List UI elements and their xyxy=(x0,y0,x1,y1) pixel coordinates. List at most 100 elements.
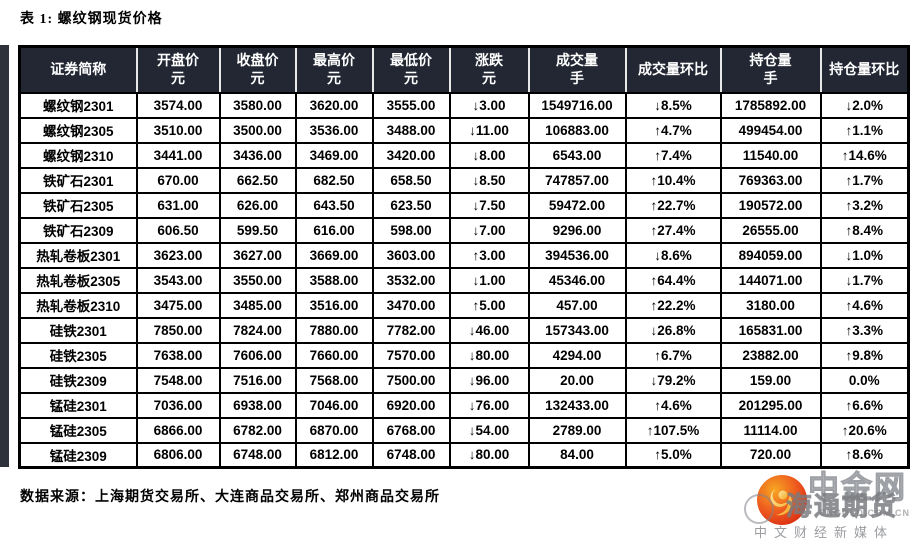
cell-volume-change: ↓8.6% xyxy=(624,241,722,269)
cell-open-interest: 165831.00 xyxy=(719,316,822,344)
table-row: 螺纹钢2305 3510.00 3500.00 3536.00 3488.00 ↓11.0… xyxy=(18,116,910,144)
cell-security-name: 锰硅2309 xyxy=(18,441,138,469)
cell-low: 6920.00 xyxy=(371,391,451,419)
table-row: 热轧卷板2310 3475.00 3485.00 3516.00 3470.00 ↑5.0… xyxy=(18,291,910,319)
data-source-note: 数据来源：上海期货交易所、大连商品交易所、郑州商品交易所 xyxy=(20,490,440,505)
cell-high: 3536.00 xyxy=(294,116,374,144)
cell-volume: 747857.00 xyxy=(527,166,627,194)
cell-oi-change: ↑20.6% xyxy=(819,416,910,444)
watermark-ring-icon xyxy=(744,494,774,524)
cell-volume-change: ↑22.7% xyxy=(624,191,722,219)
cell-low: 658.50 xyxy=(371,166,451,194)
cell-high: 7660.00 xyxy=(294,341,374,369)
cell-security-name: 螺纹钢2301 xyxy=(18,91,138,119)
cell-change: ↑3.00 xyxy=(448,241,530,269)
column-header-1: 开盘价元 xyxy=(135,45,221,94)
cell-close: 3485.00 xyxy=(218,291,297,319)
cell-open-interest: 26555.00 xyxy=(719,216,822,244)
cell-change: ↓46.00 xyxy=(448,316,530,344)
cell-security-name: 螺纹钢2310 xyxy=(18,141,138,169)
cell-oi-change: ↑9.8% xyxy=(819,341,910,369)
table-row: 硅铁2309 7548.00 7516.00 7568.00 7500.00 ↓96.00… xyxy=(18,366,910,394)
cell-low: 623.50 xyxy=(371,191,451,219)
cell-change: ↓3.00 xyxy=(448,91,530,119)
cell-security-name: 锰硅2301 xyxy=(18,391,138,419)
cell-open-interest: 720.00 xyxy=(719,441,822,469)
cell-volume: 106883.00 xyxy=(527,116,627,144)
cell-oi-change: ↑3.2% xyxy=(819,191,910,219)
cngold-logo: 中金网 CNGOLD.COM.CN 中文财经新媒体 海通期货 xyxy=(744,464,910,544)
column-header-4: 最低价元 xyxy=(371,45,451,94)
cell-low: 6768.00 xyxy=(371,416,451,444)
cell-change: ↓7.50 xyxy=(448,191,530,219)
cell-volume-change: ↓26.8% xyxy=(624,316,722,344)
cell-volume: 457.00 xyxy=(527,291,627,319)
cell-open: 7036.00 xyxy=(135,391,221,419)
cell-low: 3603.00 xyxy=(371,241,451,269)
cell-low: 7570.00 xyxy=(371,341,451,369)
table-row: 铁矿石2301 670.00 662.50 682.50 658.50 ↓8.50 7478… xyxy=(18,166,910,194)
cell-close: 599.50 xyxy=(218,216,297,244)
cell-high: 3469.00 xyxy=(294,141,374,169)
cell-change: ↓1.00 xyxy=(448,266,530,294)
cell-oi-change: ↑6.6% xyxy=(819,391,910,419)
cell-open-interest: 144071.00 xyxy=(719,266,822,294)
cell-volume-change: ↑22.2% xyxy=(624,291,722,319)
cell-high: 616.00 xyxy=(294,216,374,244)
cell-close: 3627.00 xyxy=(218,241,297,269)
cell-high: 7046.00 xyxy=(294,391,374,419)
cell-volume-change: ↑4.6% xyxy=(624,391,722,419)
cell-open: 3475.00 xyxy=(135,291,221,319)
cell-close: 7824.00 xyxy=(218,316,297,344)
cell-volume: 157343.00 xyxy=(527,316,627,344)
cell-security-name: 热轧卷板2310 xyxy=(18,291,138,319)
table-row: 锰硅2301 7036.00 6938.00 7046.00 6920.00 ↓76.00… xyxy=(18,391,910,419)
cell-security-name: 硅铁2309 xyxy=(18,366,138,394)
cell-volume: 6543.00 xyxy=(527,141,627,169)
cell-close: 3500.00 xyxy=(218,116,297,144)
cell-open: 670.00 xyxy=(135,166,221,194)
cell-change: ↓80.00 xyxy=(448,441,530,469)
cell-volume: 84.00 xyxy=(527,441,627,469)
cell-volume-change: ↑64.4% xyxy=(624,266,722,294)
cell-close: 626.00 xyxy=(218,191,297,219)
cell-security-name: 螺纹钢2305 xyxy=(18,116,138,144)
cell-close: 3436.00 xyxy=(218,141,297,169)
logo-tagline-text: 中文财经新媒体 xyxy=(754,525,895,540)
cell-low: 6748.00 xyxy=(371,441,451,469)
cell-security-name: 铁矿石2309 xyxy=(18,216,138,244)
table-row: 铁矿石2309 606.50 599.50 616.00 598.00 ↓7.00 9296… xyxy=(18,216,910,244)
cell-volume: 2789.00 xyxy=(527,416,627,444)
cell-open-interest: 769363.00 xyxy=(719,166,822,194)
cell-open-interest: 499454.00 xyxy=(719,116,822,144)
cell-security-name: 锰硅2305 xyxy=(18,416,138,444)
table-row: 螺纹钢2301 3574.00 3580.00 3620.00 3555.00 ↓3.00… xyxy=(18,91,910,119)
cell-change: ↓8.00 xyxy=(448,141,530,169)
cell-change: ↓8.50 xyxy=(448,166,530,194)
cell-high: 7568.00 xyxy=(294,366,374,394)
table-body: 螺纹钢2301 3574.00 3580.00 3620.00 3555.00 ↓3.00… xyxy=(18,91,910,469)
table-row: 硅铁2305 7638.00 7606.00 7660.00 7570.00 ↓80.00… xyxy=(18,341,910,369)
cell-volume-change: ↑7.4% xyxy=(624,141,722,169)
cell-close: 6938.00 xyxy=(218,391,297,419)
cell-high: 643.50 xyxy=(294,191,374,219)
cell-oi-change: ↓1.7% xyxy=(819,266,910,294)
cell-close: 6748.00 xyxy=(218,441,297,469)
haitong-watermark: 海通期货 xyxy=(785,491,899,522)
cell-open: 606.50 xyxy=(135,216,221,244)
cell-open-interest: 159.00 xyxy=(719,366,822,394)
column-header-7: 成交量环比 xyxy=(624,45,722,94)
cell-low: 3420.00 xyxy=(371,141,451,169)
cell-open: 7638.00 xyxy=(135,341,221,369)
cell-volume-change: ↑5.0% xyxy=(624,441,722,469)
cell-oi-change: ↑1.1% xyxy=(819,116,910,144)
table-row: 热轧卷板2301 3623.00 3627.00 3669.00 3603.00 ↑3.0… xyxy=(18,241,910,269)
cell-volume: 45346.00 xyxy=(527,266,627,294)
cell-oi-change: ↓2.0% xyxy=(819,91,910,119)
cell-open: 6866.00 xyxy=(135,416,221,444)
cell-low: 3488.00 xyxy=(371,116,451,144)
cell-change: ↓76.00 xyxy=(448,391,530,419)
cell-low: 598.00 xyxy=(371,216,451,244)
cell-security-name: 热轧卷板2301 xyxy=(18,241,138,269)
cell-change: ↑5.00 xyxy=(448,291,530,319)
